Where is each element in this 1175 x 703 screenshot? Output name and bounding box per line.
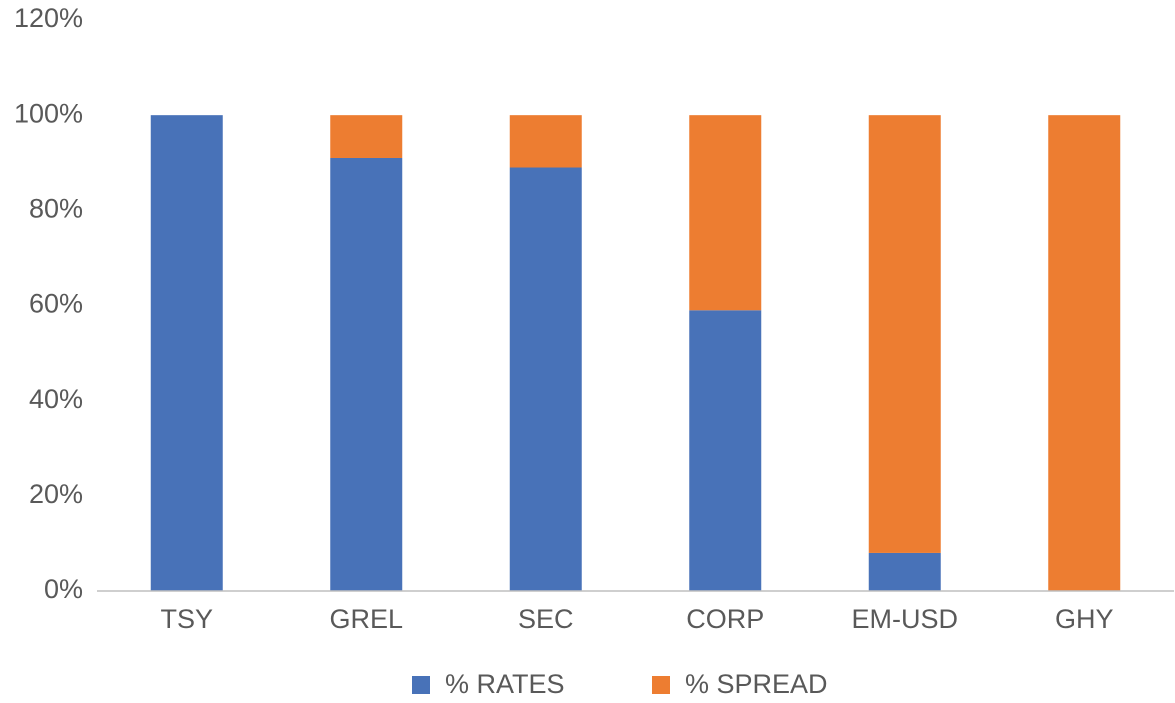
y-tick-label: 80% (29, 193, 83, 223)
legend-swatch (652, 676, 670, 694)
y-tick-label: 100% (14, 98, 83, 128)
bar-segment (150, 115, 223, 592)
x-tick-label: SEC (518, 604, 574, 634)
x-tick-label: EM-USD (852, 604, 959, 634)
y-tick-label: 0% (44, 574, 83, 604)
bar-segment (689, 310, 762, 591)
bar-segment (509, 115, 582, 168)
x-tick-label: GHY (1055, 604, 1114, 634)
bar-segment (330, 157, 403, 591)
x-tick-label: CORP (686, 604, 764, 634)
x-tick-label: GREL (329, 604, 403, 634)
bar-segment (689, 115, 762, 311)
bar-segment (509, 167, 582, 591)
y-tick-label: 120% (14, 3, 83, 33)
bar-segment (330, 115, 403, 158)
y-tick-label: 20% (29, 479, 83, 509)
legend-label: % SPREAD (685, 669, 828, 699)
legend-label: % RATES (445, 669, 565, 699)
y-tick-label: 60% (29, 289, 83, 319)
bar-segment (868, 115, 941, 553)
y-tick-label: 40% (29, 384, 83, 414)
x-tick-label: TSY (160, 604, 213, 634)
legend-swatch (412, 676, 430, 694)
bar-segment (868, 552, 941, 591)
bar-segment (1048, 115, 1121, 592)
